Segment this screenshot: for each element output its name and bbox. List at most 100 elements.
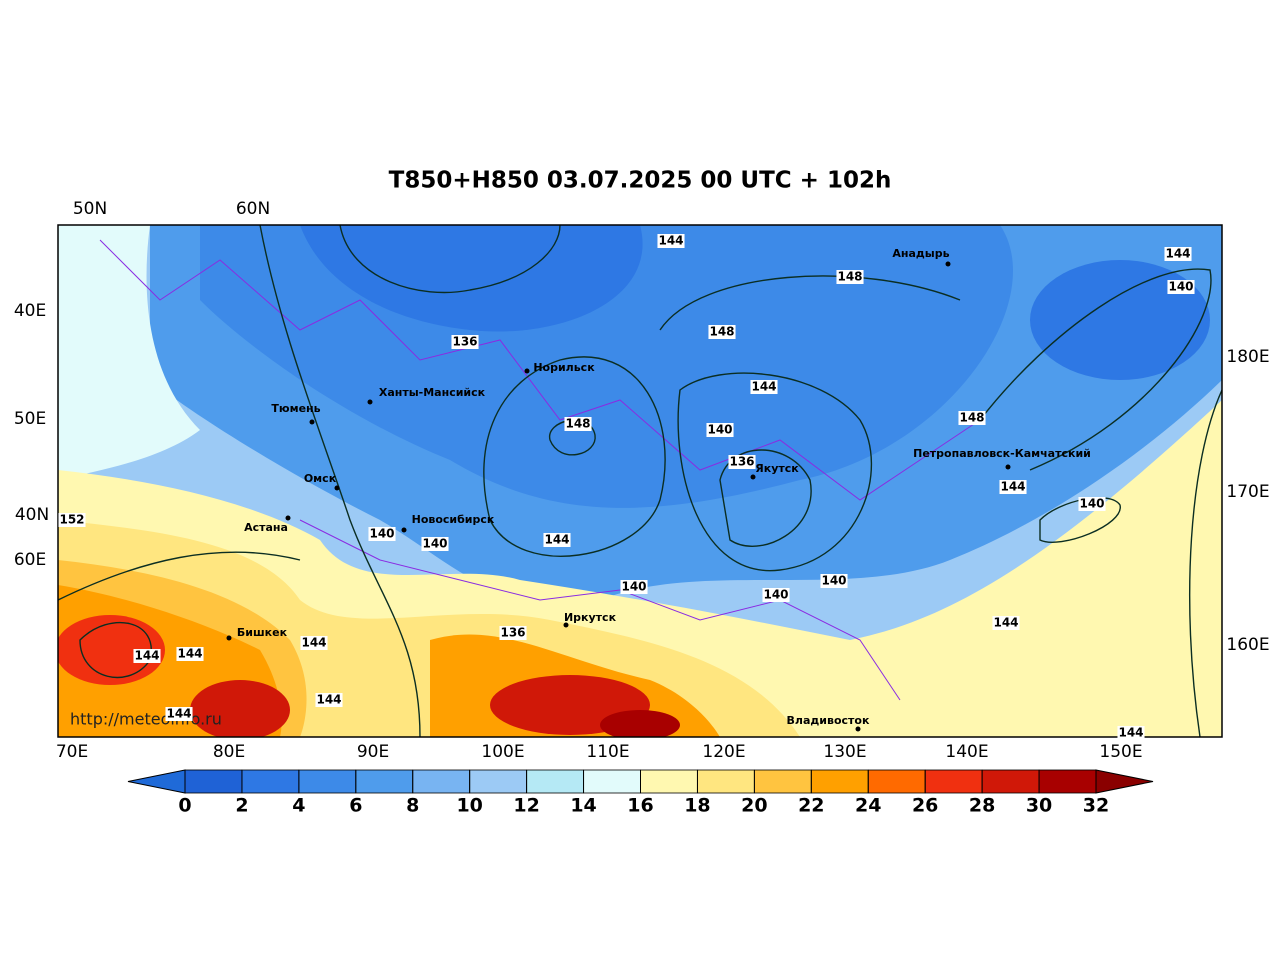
contour-label: 140 [621,580,646,594]
contour-label: 148 [565,417,590,431]
contour-label: 136 [500,626,525,640]
colorbar-tick-label: 4 [292,795,305,817]
contour-label-bg [165,707,193,721]
colorbar-tick-label: 18 [684,795,710,817]
contour [339,225,561,294]
city-label: Иркутск [564,611,617,624]
contour [58,551,301,601]
axis-label: 60N [236,199,270,219]
contour-label-bg [820,574,848,588]
contour-label-bg [762,588,790,602]
axis-label: 90E [357,742,389,762]
axis-label: 160E [1226,635,1269,655]
axis-label: 110E [586,742,629,762]
axis-label: 70E [56,742,88,762]
contour-label-bg [706,423,734,437]
contour [259,225,421,737]
city-label: Норильск [533,361,595,374]
city-dot [945,261,951,267]
city-dot [524,368,530,374]
contour-label: 148 [837,270,862,284]
colorbar-tick-label: 10 [456,795,482,817]
contour [719,449,812,547]
contour [659,275,961,331]
colorbar-bin [526,769,584,794]
colorbar-bin [1038,769,1097,794]
axis-label: 180E [1226,347,1269,367]
city-dot [563,622,569,628]
contour-label: 144 [544,533,569,547]
city-dot [309,419,315,425]
contour-label: 140 [1079,497,1104,511]
contour [483,356,666,557]
contour-label: 144 [993,616,1018,630]
city-label: Анадырь [892,247,949,260]
colorbar-bin [241,769,300,794]
contour-label-bg [315,693,343,707]
city-dot [226,635,232,641]
contour-label-bg [564,417,592,431]
contour [1189,389,1222,737]
contour-label-bg [368,527,396,541]
colorbar-bin [355,769,414,794]
contour-label: 144 [1118,726,1143,740]
contour-label-bg [992,616,1020,630]
city-dot [401,527,407,533]
city-label: Бишкек [237,626,288,639]
field [58,615,165,685]
colorbar-bin [184,769,243,794]
contour-label-bg [1117,726,1145,740]
contour-label: 148 [709,325,734,339]
contour-label-bg [1164,247,1192,261]
contour-label-bg [421,537,449,551]
colorbar-tick-label: 32 [1083,795,1109,817]
axis-label: 100E [481,742,524,762]
colorbar-tick-label: 30 [1026,795,1052,817]
colorbar-tick-label: 2 [235,795,248,817]
contour-label: 144 [1165,247,1190,261]
axis-label: 80E [213,742,245,762]
axis-label: 120E [702,742,745,762]
contour-label-bg [176,647,204,661]
axis-label: 40E [14,301,46,321]
contour-label: 140 [422,537,447,551]
contour-label-bg [750,380,778,394]
city-dot [285,515,291,521]
contour-label-bg [999,480,1027,494]
contour-label: 144 [134,649,159,663]
axis-label: 140E [945,742,988,762]
watermark: http://meteoinfo.ru [70,710,222,729]
colorbar-tick-label: 12 [513,795,539,817]
contour-label-bg [620,580,648,594]
border [99,239,981,501]
city-dot [750,474,756,480]
colorbar-tick-label: 20 [741,795,767,817]
title: T850+H850 03.07.2025 00 UTC + 102h [389,168,892,194]
colorbar-bin [583,769,641,794]
colorbar-tick-label: 0 [178,795,191,817]
contour-label: 140 [369,527,394,541]
colorbar-bin [981,769,1040,794]
contour-label-bg [1167,280,1195,294]
field [58,225,200,480]
contour-label: 144 [751,380,776,394]
axis-label: 130E [823,742,866,762]
axis-label: 50N [73,199,107,219]
colorbar-bin [469,769,528,794]
colorbar-tick-label: 14 [570,795,596,817]
contour-label-bg [58,513,86,527]
contour-label: 136 [729,455,754,469]
city-label: Тюмень [271,402,320,415]
colorbar-under [127,769,186,794]
colorbar-bin [924,769,983,794]
contour-label-bg [657,234,685,248]
map [58,225,1222,737]
city-dot [334,485,340,491]
contour-label: 140 [1168,280,1193,294]
contour-label-bg [300,636,328,650]
contour [1039,497,1121,543]
field [300,225,643,332]
colorbar-bin [753,769,812,794]
city-label: Новосибирск [412,513,495,526]
